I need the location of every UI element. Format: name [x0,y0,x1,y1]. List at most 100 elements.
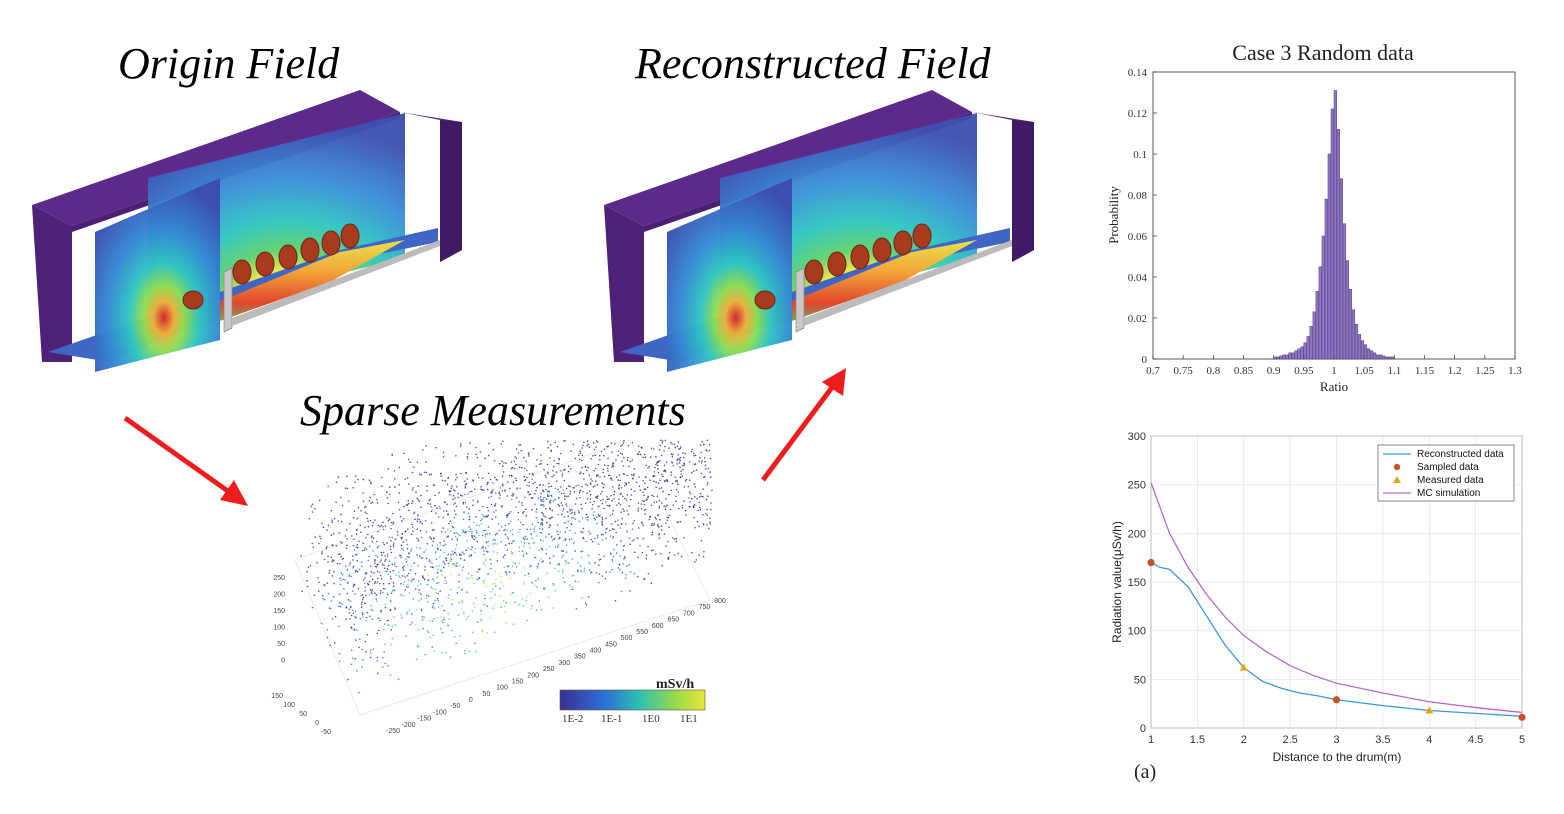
scatter-z-tick: 250 [273,575,285,582]
origin-field-title: Origin Field [118,39,340,88]
histogram-x-tick: 1.15 [1415,365,1435,377]
line-y-tick: 250 [1128,480,1146,492]
sampled-point [1147,558,1155,567]
histogram-bar [1303,342,1307,360]
colorbar-tick-3: 1E1 [680,713,698,725]
histogram-y-tick: 0.12 [1128,108,1147,120]
measured-point [1239,663,1248,671]
reconstructed-field-render [603,89,1035,373]
scatter-y-tick: 50 [299,711,307,718]
histogram-x-tick: 1.05 [1355,365,1375,377]
histogram-ylabel: Probability [1106,186,1121,244]
histogram-x-tick: 0.75 [1174,365,1194,377]
histogram-bar [1333,90,1337,360]
histogram-bar [1354,323,1359,360]
histogram-y-tick: 0.06 [1128,231,1148,243]
histogram-bar [1330,108,1334,360]
histogram-bar [1312,311,1316,360]
line-x-tick: 3 [1333,734,1339,746]
scatter-x-tick: 600 [652,623,664,630]
scatter-x-tick: 300 [558,660,570,667]
scatter-x-axis: -250-200-150-100-50050100150200250300350… [386,598,726,735]
scatter-x-tick: -250 [386,728,400,735]
histogram-bar [1385,356,1389,360]
scatter-x-tick: 400 [590,648,602,655]
line-x-tick: 5 [1519,734,1525,746]
line-y-tick: 150 [1128,577,1146,589]
radiation-line-chart: 1 1.5 2 2.5 3 3.5 4 4.5 5 0 50 100 150 200 250 300 Dis… [1110,431,1526,783]
scatter-x-tick: 800 [714,598,726,605]
histogram-bar [1324,198,1328,360]
histogram-chart: Case 3 Random data 0.7 0.75 0.8 0.85 0.9 0.95… [1106,40,1522,394]
histogram-x-axis: 0.7 0.75 0.8 0.85 0.9 0.95 1 1.05 1.1 1.15 1.2 1.25… [1146,355,1522,377]
scatter-x-tick: 350 [574,654,586,661]
line-y-tick: 100 [1128,626,1146,638]
line-x-tick: 2.5 [1282,734,1297,746]
reconstructed-field-title: Reconstructed Field [635,39,991,88]
histogram-y-tick: 0.1 [1133,149,1147,161]
colorbar-tick-0: 1E-2 [562,713,583,725]
legend-label-reconstructed: Reconstructed data [1417,449,1504,460]
scatter-z-tick: 0 [281,658,285,665]
line-chart-y-axis: 0 50 100 150 200 250 300 [1128,431,1146,735]
line-x-tick: 4.5 [1468,734,1483,746]
scatter-x-tick: 750 [699,604,711,611]
scatter-z-tick: 50 [277,641,285,648]
histogram-bar [1285,354,1289,360]
histogram-bar [1342,223,1346,360]
scatter-y-tick: 0 [315,720,319,727]
colorbar-tick-2: 1E0 [642,713,660,725]
histogram-y-tick: 0.02 [1128,313,1147,325]
histogram-y-tick: 0.04 [1128,272,1148,284]
line-x-tick: 2 [1241,734,1247,746]
legend-swatch-measured [1393,476,1401,483]
sampled-point [1332,696,1341,704]
arrow-sparse-to-reconstructed [760,368,846,482]
histogram-bar [1294,350,1298,360]
histogram-x-tick: 0.8 [1206,365,1220,377]
line-xlabel: Distance to the drum(m) [1273,750,1402,764]
scatter-x-tick: 0 [469,697,473,704]
histogram-x-tick: 0.95 [1294,365,1314,377]
scatter-z-tick: 200 [273,592,285,599]
histogram-title: Case 3 Random data [1232,40,1414,65]
legend-swatch-sampled [1393,463,1401,471]
sampled-point [1518,713,1526,721]
line-x-tick: 3.5 [1375,734,1390,746]
scatter-x-tick: -50 [450,703,460,710]
histogram-bar [1318,266,1322,360]
histogram-bar [1357,334,1362,360]
histogram-bar [1379,354,1383,360]
scatter-z-tick: 100 [273,625,285,632]
histogram-xlabel: Ratio [1320,379,1348,394]
scatter-point-cloud [300,439,713,694]
histogram-bar [1279,355,1283,360]
line-y-tick: 300 [1128,431,1146,443]
histogram-bar [1288,352,1292,360]
line-y-tick: 200 [1128,528,1146,540]
scatter-x-tick: 150 [512,678,524,685]
scatter-x-tick: 50 [483,691,491,698]
origin-field-render [31,89,463,373]
histogram-bars [1273,90,1395,360]
histogram-bar [1391,356,1395,360]
histogram-bar [1273,356,1277,360]
scatter-x-tick: 500 [621,635,633,642]
scatter-x-tick: 200 [527,672,539,679]
histogram-x-tick: 1.3 [1508,365,1522,377]
line-chart-x-axis: 1 1.5 2 2.5 3 3.5 4 4.5 5 [1148,734,1525,746]
series-line [1150,561,1523,717]
histogram-y-tick: 0.08 [1128,190,1148,202]
line-chart-legend: Reconstructed data Sampled data Measured… [1377,444,1515,502]
scatter-x-tick: 450 [605,641,617,648]
colorbar-gradient [559,689,706,711]
histogram-bar [1351,309,1356,360]
histogram-x-tick: 0.9 [1267,365,1281,377]
histogram-x-tick: 1.25 [1475,365,1495,377]
scatter-x-tick: 100 [496,685,508,692]
histogram-bar [1339,178,1343,360]
histogram-x-tick: 0.85 [1234,365,1254,377]
histogram-bar [1360,340,1365,360]
